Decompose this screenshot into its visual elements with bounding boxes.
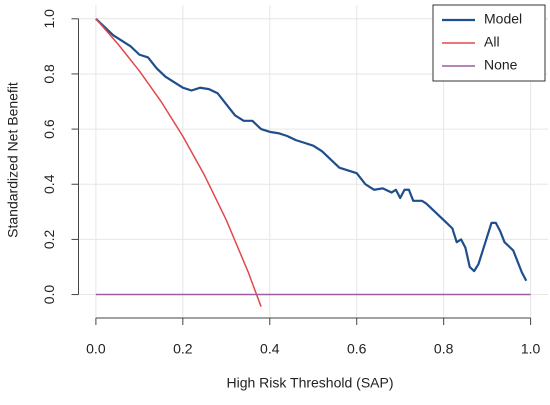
y-tick-label: 0.6 — [41, 119, 57, 139]
legend-label: Model — [484, 11, 522, 27]
x-tick-label: 1.0 — [521, 341, 541, 357]
x-axis-label: High Risk Threshold (SAP) — [226, 375, 393, 391]
y-tick-label: 0.2 — [41, 229, 57, 249]
x-tick-label: 0.0 — [86, 341, 106, 357]
legend-label: All — [484, 34, 500, 50]
line-series — [95, 17, 528, 282]
x-tick-label: 0.4 — [260, 341, 280, 357]
x-tick-label: 0.6 — [347, 341, 367, 357]
x-tick-label: 0.8 — [434, 341, 454, 357]
y-tick-label: 1.0 — [41, 9, 57, 29]
x-tick-label: 0.2 — [173, 341, 193, 357]
y-tick-label: 0.4 — [41, 174, 57, 194]
legend-label: None — [484, 57, 518, 73]
plot-area — [95, 17, 531, 307]
y-axis-label: Standardized Net Benefit — [5, 82, 21, 238]
y-tick-label: 0.0 — [41, 285, 57, 305]
y-tick-label: 0.8 — [41, 64, 57, 84]
line-series — [95, 18, 262, 307]
